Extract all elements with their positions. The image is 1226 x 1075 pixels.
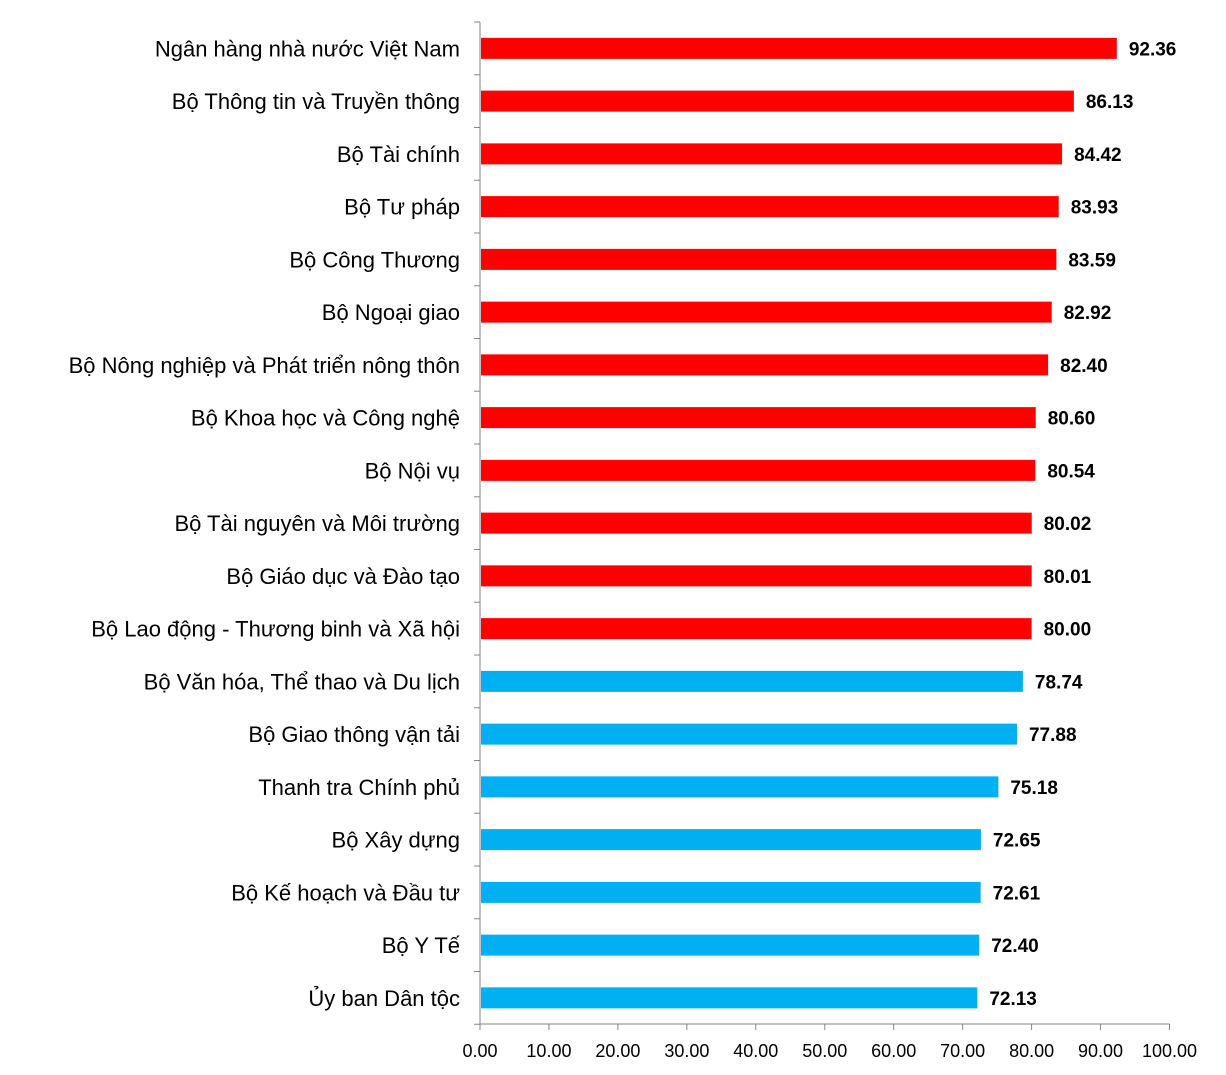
- x-tick-label: 20.00: [595, 1041, 640, 1061]
- data-label: 80.00: [1044, 620, 1092, 641]
- data-label: 75.18: [1010, 778, 1058, 799]
- data-label: 92.36: [1129, 39, 1177, 60]
- bar: [481, 143, 1063, 165]
- bar: [481, 723, 1017, 745]
- data-label: 72.13: [989, 989, 1037, 1010]
- data-label: 84.42: [1074, 145, 1122, 166]
- bar: [481, 301, 1052, 323]
- category-label: Thanh tra Chính phủ: [258, 775, 460, 800]
- data-label: 83.59: [1068, 250, 1116, 271]
- category-label: Bộ Y Tế: [382, 933, 460, 958]
- bar: [481, 776, 999, 798]
- category-label: Bộ Ngoại giao: [322, 300, 460, 325]
- category-label: Ngân hàng nhà nước Việt Nam: [155, 36, 460, 61]
- category-label: Bộ Nông nghiệp và Phát triển nông thôn: [69, 353, 460, 378]
- x-tick-label: 90.00: [1078, 1041, 1123, 1061]
- category-label: Bộ Nội vụ: [365, 458, 460, 483]
- category-label: Bộ Xây dựng: [332, 828, 460, 853]
- category-label: Bộ Giao thông vận tải: [248, 722, 460, 747]
- data-label: 72.65: [993, 831, 1041, 852]
- data-label: 80.60: [1048, 409, 1096, 430]
- data-label: 77.88: [1029, 725, 1077, 746]
- data-label: 86.13: [1086, 92, 1134, 113]
- category-label: Bộ Văn hóa, Thể thao và Du lịch: [144, 669, 460, 694]
- bar: [481, 512, 1032, 534]
- category-label: Bộ Tài nguyên và Môi trường: [174, 511, 460, 536]
- category-label: Bộ Khoa học và Công nghệ: [191, 406, 460, 431]
- category-label: Bộ Tài chính: [337, 142, 460, 167]
- category-label: Bộ Công Thương: [289, 247, 460, 272]
- category-label: Bộ Tư pháp: [344, 195, 460, 220]
- x-tick-label: 10.00: [526, 1041, 571, 1061]
- x-tick-label: 0.00: [462, 1041, 497, 1061]
- category-label: Ủy ban Dân tộc: [308, 986, 460, 1011]
- data-label: 78.74: [1035, 672, 1083, 693]
- bar: [481, 881, 981, 903]
- data-label: 82.40: [1060, 356, 1108, 377]
- bar: [481, 934, 980, 956]
- x-tick-label: 40.00: [733, 1041, 778, 1061]
- x-tick-label: 80.00: [1009, 1041, 1054, 1061]
- data-label: 80.02: [1044, 514, 1092, 535]
- category-label: Bộ Giáo dục và Đào tạo: [226, 564, 460, 589]
- category-label: Bộ Thông tin và Truyền thông: [172, 89, 460, 114]
- data-label: 82.92: [1064, 303, 1112, 324]
- category-label: Bộ Kế hoạch và Đầu tư: [231, 880, 460, 905]
- data-label: 80.01: [1044, 567, 1092, 588]
- bar: [481, 90, 1074, 112]
- bar: [481, 459, 1036, 481]
- x-tick-label: 50.00: [802, 1041, 847, 1061]
- data-label: 83.93: [1071, 198, 1119, 219]
- data-label: 72.40: [991, 936, 1039, 957]
- x-tick-label: 100.00: [1142, 1041, 1197, 1061]
- x-tick-label: 70.00: [940, 1041, 985, 1061]
- bar: [481, 829, 981, 851]
- data-label: 72.61: [993, 883, 1041, 904]
- bar: [481, 248, 1057, 270]
- data-label: 80.54: [1047, 461, 1095, 482]
- x-tick-label: 60.00: [871, 1041, 916, 1061]
- bar: [481, 407, 1036, 429]
- category-label: Bộ Lao động - Thương binh và Xã hội: [91, 617, 460, 642]
- bar: [481, 987, 978, 1009]
- bar: [481, 37, 1117, 59]
- bar: [481, 354, 1049, 376]
- bar: [481, 618, 1032, 640]
- x-tick-label: 30.00: [664, 1041, 709, 1061]
- bar: [481, 565, 1032, 587]
- bar: [481, 196, 1059, 218]
- bar: [481, 670, 1023, 692]
